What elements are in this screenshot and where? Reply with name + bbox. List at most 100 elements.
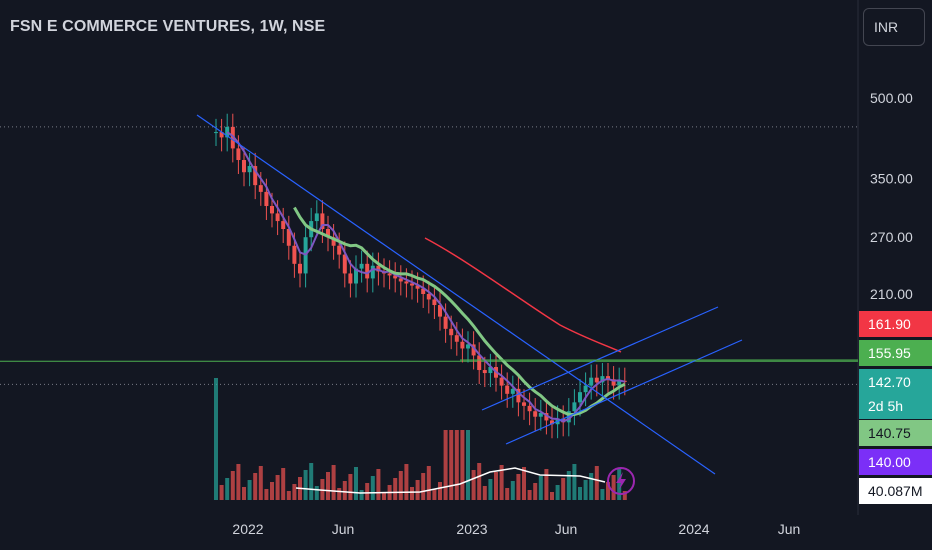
volume-bar [292,484,297,500]
volume-bar [516,474,521,500]
volume-bar [482,486,487,500]
ma-red-line [424,237,622,353]
candle-body [606,376,610,380]
volume-bar [236,464,241,500]
volume-bar [611,475,616,500]
volume-bar [544,469,549,500]
candle-body [477,355,482,371]
candle-body [589,377,594,386]
candle-body [449,328,454,336]
candle-body [348,273,353,284]
volume-bar [510,481,515,500]
volume-bar [303,470,308,500]
volume-bar [264,489,269,500]
ma-purple-line [226,131,626,423]
price-badge-label: 155.95 [868,345,911,361]
price-badge[interactable] [859,420,932,446]
volume-bar [309,463,314,500]
volume-bar [488,479,493,500]
volume-bar [242,487,246,500]
price-badge[interactable] [859,311,932,337]
volume-bar [449,430,454,500]
price-badge-label: 40.087M [868,483,922,499]
candle-body [583,385,588,393]
candle-body [342,254,347,274]
volume-bar [572,464,577,500]
candle-body [398,278,403,282]
volume-bar [443,430,448,500]
lightning-icon[interactable] [607,467,635,495]
candle-body [393,275,398,279]
volume-bar [421,473,426,500]
volume-bar [466,430,470,500]
candle-body [432,299,437,306]
candle-body [538,413,543,417]
volume-bar [354,467,358,500]
x-axis-tick: Jun [332,521,355,537]
volume-bar [275,475,280,500]
candle-body [219,132,224,138]
volume-bar [505,488,510,500]
candle-body [415,285,420,289]
price-badge[interactable] [859,369,932,419]
candle-body [247,166,252,173]
candle-body [365,263,370,279]
volume-bar [281,468,286,500]
x-axis-tick: Jun [555,521,578,537]
volume-bar [270,482,274,500]
price-badge-label: 140.00 [868,454,911,470]
price-badge[interactable] [859,340,932,366]
y-axis-tick: 350.00 [870,171,913,187]
volume-bar [617,468,622,500]
volume-bar [225,478,230,500]
candle-body [516,388,521,403]
volume-bar [432,489,437,500]
candle-body [550,420,554,425]
volume-bar [606,482,610,500]
candle-body [617,380,622,386]
currency-button[interactable]: INR [863,8,925,46]
candle-body [410,283,414,286]
candle-body [370,265,375,279]
candle-body [488,367,493,374]
volume-bar [253,473,258,500]
candle-body [387,273,392,276]
volume-bar [538,476,543,500]
price-badge-label: 142.70 [868,374,911,390]
trendline[interactable] [481,306,719,411]
volume-bar [398,471,403,500]
candle-body [281,221,286,230]
candle-body [404,281,409,284]
volume-bar [494,472,498,500]
candle-body [258,185,263,192]
price-badge[interactable] [859,478,932,504]
volume-bar [589,473,594,500]
candle-body [460,341,465,349]
volume-bar [499,465,504,500]
x-axis-tick: 2022 [232,521,263,537]
volume-bar [331,465,336,500]
candle-body [505,385,510,394]
volume-bar [583,480,588,500]
volume-bar [622,491,627,500]
candle-body [275,213,280,222]
trendline[interactable] [196,114,716,475]
volume-bar [359,490,364,500]
candle-body [482,370,487,374]
candle-body [471,344,476,356]
candle-body [527,405,532,412]
volume-bar [348,474,353,500]
candle-body [236,148,241,161]
price-badge-label: 140.75 [868,425,911,441]
trendline[interactable] [505,339,743,445]
candle-body [270,206,274,214]
volume-bar [286,491,291,500]
x-axis-tick: 2024 [678,521,709,537]
volume-bar [471,470,476,500]
candle-body [242,160,246,173]
candle-body [499,377,504,386]
volume-bar [522,467,526,500]
volume-bar [219,485,224,500]
price-badge[interactable] [859,449,932,475]
